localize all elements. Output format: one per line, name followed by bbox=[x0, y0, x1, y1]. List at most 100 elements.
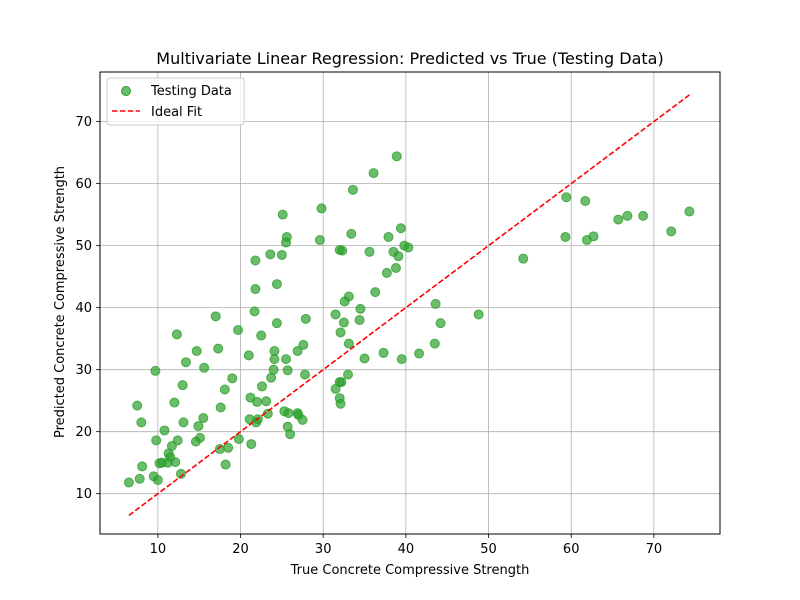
scatter-point bbox=[169, 397, 180, 408]
scatter-point bbox=[368, 168, 379, 179]
grid-lines bbox=[100, 72, 720, 534]
scatter-point bbox=[381, 267, 392, 278]
scatter-point bbox=[152, 475, 163, 486]
plot-frame bbox=[99, 71, 721, 535]
scatter-point bbox=[271, 279, 282, 290]
scatter-point bbox=[170, 457, 181, 468]
x-tick-label: 70 bbox=[646, 542, 663, 557]
scatter-point bbox=[281, 231, 292, 242]
scatter-point bbox=[347, 184, 358, 195]
scatter-point bbox=[316, 203, 327, 214]
scatter-point bbox=[250, 255, 261, 266]
scatter-point bbox=[276, 249, 287, 260]
plot-area bbox=[99, 71, 721, 535]
scatter-point bbox=[343, 338, 354, 349]
x-tick-label: 20 bbox=[232, 542, 249, 557]
scatter-point bbox=[414, 348, 425, 359]
y-tick-label: 20 bbox=[75, 425, 92, 440]
scatter-point bbox=[134, 473, 145, 484]
scatter-point bbox=[220, 459, 231, 470]
scatter-point bbox=[297, 414, 308, 425]
data-layer bbox=[123, 93, 695, 517]
scatter-point bbox=[191, 346, 202, 357]
scatter-point bbox=[176, 468, 187, 479]
scatter-point bbox=[178, 417, 189, 428]
y-tick-label: 70 bbox=[75, 115, 92, 130]
scatter-point bbox=[300, 369, 311, 380]
scatter-point bbox=[518, 253, 529, 264]
scatter-point bbox=[393, 251, 404, 262]
scatter-point bbox=[249, 306, 260, 317]
scatter-point bbox=[132, 400, 143, 411]
scatter-point bbox=[214, 444, 225, 455]
scatter-point bbox=[378, 347, 389, 358]
scatter-point bbox=[223, 442, 234, 453]
y-tick-label: 10 bbox=[75, 487, 92, 502]
x-axis-ticks: 10 20 30 40 50 60 70 bbox=[150, 534, 663, 557]
scatter-point bbox=[638, 210, 649, 221]
scatter-point bbox=[684, 206, 695, 217]
scatter-point bbox=[390, 262, 401, 273]
y-tick-label: 30 bbox=[75, 363, 92, 378]
scatter-point bbox=[213, 343, 224, 354]
scatter-point bbox=[391, 151, 402, 162]
legend: Testing Data Ideal Fit bbox=[106, 77, 245, 126]
scatter-point bbox=[256, 330, 267, 341]
scatter-point bbox=[300, 313, 311, 324]
scatter-point bbox=[215, 402, 226, 413]
scatter-point bbox=[171, 329, 182, 340]
scatter-point bbox=[180, 357, 191, 368]
scatter-point bbox=[219, 384, 230, 395]
x-axis-label: True Concrete Compressive Strength bbox=[290, 563, 530, 578]
scatter-point bbox=[177, 380, 188, 391]
scatter-point bbox=[265, 249, 276, 260]
scatter-point bbox=[330, 309, 341, 320]
scatter-point bbox=[250, 284, 261, 295]
scatter-point bbox=[199, 362, 210, 373]
scatter-point bbox=[195, 432, 206, 443]
scatter-point bbox=[560, 231, 571, 242]
y-tick-label: 60 bbox=[75, 177, 92, 192]
scatter-point bbox=[337, 245, 348, 256]
scatter-point bbox=[338, 317, 349, 328]
scatter-point bbox=[283, 408, 294, 419]
scatter-point bbox=[233, 324, 244, 335]
scatter-point bbox=[269, 346, 280, 357]
scatter-point bbox=[198, 413, 209, 424]
scatter-point bbox=[193, 421, 204, 432]
scatter-point bbox=[364, 246, 375, 257]
scatter-point bbox=[172, 435, 183, 446]
scatter-point bbox=[298, 339, 309, 350]
scatter-point bbox=[430, 298, 441, 309]
scatter-point bbox=[261, 396, 272, 407]
scatter-point bbox=[271, 318, 282, 329]
scatter-point bbox=[346, 228, 357, 239]
scatter-point bbox=[395, 223, 406, 234]
scatter-point bbox=[233, 434, 244, 445]
scatter-point bbox=[334, 393, 345, 404]
scatter-point bbox=[403, 242, 414, 253]
scatter-point bbox=[257, 381, 268, 392]
x-tick-label: 50 bbox=[480, 542, 497, 557]
y-axis-ticks: 10 20 30 40 50 60 70 bbox=[75, 115, 100, 502]
scatter-point bbox=[473, 309, 484, 320]
scatter-point bbox=[429, 338, 440, 349]
scatter-point bbox=[151, 435, 162, 446]
scatter-point bbox=[136, 417, 147, 428]
scatter-point bbox=[281, 354, 291, 365]
scatter-point bbox=[666, 226, 677, 237]
scatter-point bbox=[314, 235, 325, 246]
scatter-point bbox=[622, 210, 633, 221]
scatter-point bbox=[370, 287, 381, 298]
y-tick-label: 40 bbox=[75, 301, 92, 316]
ideal-fit-line bbox=[128, 93, 692, 517]
x-tick-label: 60 bbox=[563, 542, 580, 557]
x-tick-label: 10 bbox=[150, 542, 167, 557]
scatter-point bbox=[343, 291, 354, 302]
scatter-point bbox=[285, 429, 296, 440]
legend-label-ideal-fit: Ideal Fit bbox=[151, 105, 202, 120]
scatter-point bbox=[277, 209, 288, 220]
scatter-point bbox=[246, 439, 257, 450]
scatter-point bbox=[336, 377, 347, 388]
